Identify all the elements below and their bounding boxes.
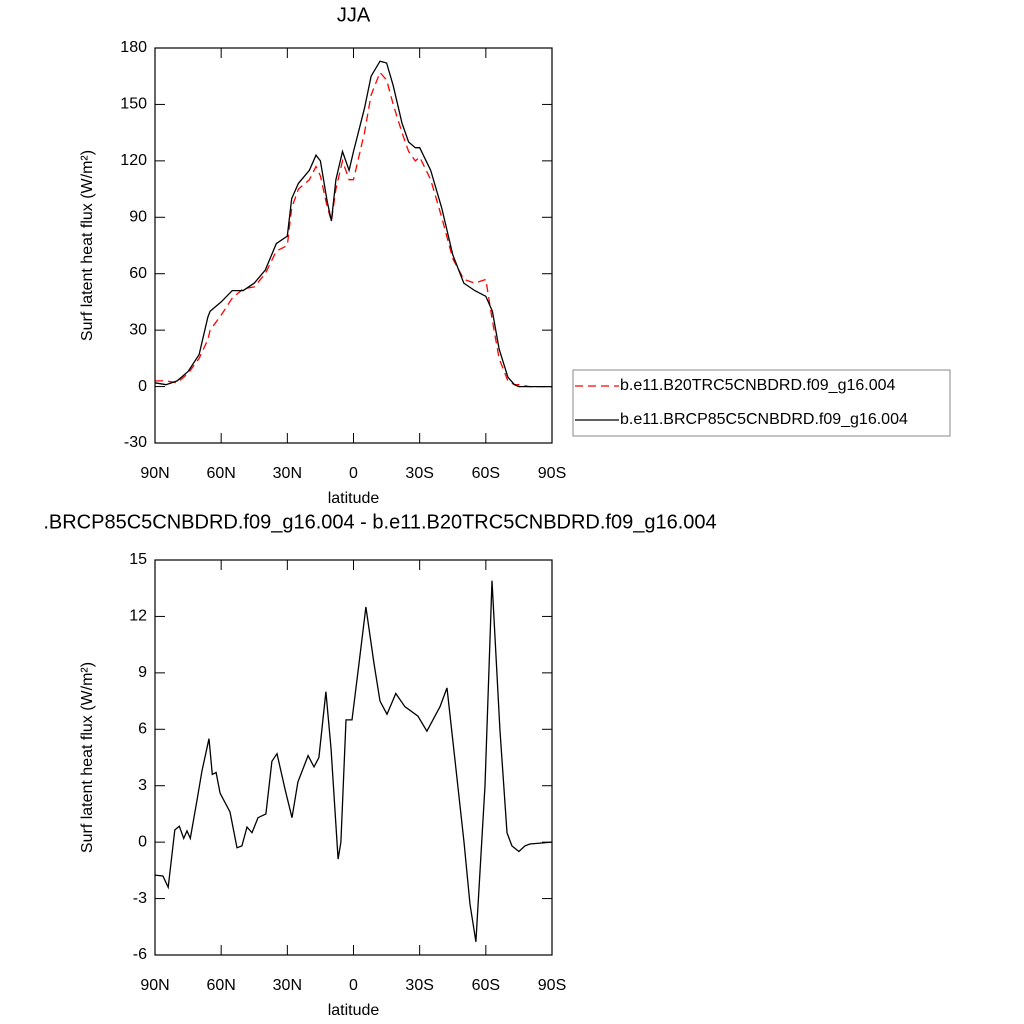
- x-tick-label: 90N: [140, 465, 169, 482]
- legend-label: b.e11.B20TRC5CNBDRD.f09_g16.004: [620, 377, 896, 394]
- data-line: [154, 580, 553, 942]
- y-tick-label: 9: [138, 664, 147, 681]
- x-tick-label: 90S: [538, 977, 566, 994]
- plot-frame: [154, 47, 553, 444]
- y-tick-label: 15: [129, 551, 147, 568]
- y-tick-label: 90: [129, 209, 147, 226]
- y-axis-label: Surf latent heat flux (W/m²): [79, 662, 96, 853]
- y-tick-label: -6: [133, 946, 147, 963]
- x-tick-label: 90N: [140, 977, 169, 994]
- x-tick-label: 0: [349, 977, 358, 994]
- y-tick-label: 180: [120, 39, 147, 56]
- data-line: [155, 71, 552, 388]
- x-tick-label: 60S: [472, 465, 500, 482]
- x-tick-label: 30N: [273, 465, 302, 482]
- x-tick-label: 90S: [538, 465, 566, 482]
- y-tick-label: 150: [120, 96, 147, 113]
- x-tick-label: 0: [349, 465, 358, 482]
- y-tick-label: 60: [129, 265, 147, 282]
- data-line: [154, 60, 552, 388]
- legend-box: [572, 369, 951, 437]
- plot-frame: [154, 559, 553, 956]
- chart-title: JJA: [337, 4, 371, 26]
- y-tick-label: -30: [124, 434, 147, 451]
- x-axis-label: latitude: [328, 490, 380, 507]
- x-tick-label: 60N: [206, 977, 235, 994]
- x-axis-label: latitude: [328, 1002, 380, 1019]
- x-tick-label: 30N: [273, 977, 302, 994]
- y-tick-label: 3: [138, 777, 147, 794]
- y-tick-label: -3: [133, 890, 147, 907]
- chart-title: .BRCP85C5CNBDRD.f09_g16.004 - b.e11.B20T…: [43, 511, 716, 533]
- y-tick-label: 6: [138, 721, 147, 738]
- x-tick-label: 60N: [206, 465, 235, 482]
- y-tick-label: 12: [129, 608, 147, 625]
- x-tick-label: 60S: [472, 977, 500, 994]
- x-tick-label: 30S: [405, 465, 433, 482]
- y-tick-label: 0: [138, 833, 147, 850]
- y-tick-label: 120: [120, 152, 147, 169]
- y-tick-label: 30: [129, 321, 147, 338]
- y-tick-label: 0: [138, 378, 147, 395]
- x-tick-label: 30S: [405, 977, 433, 994]
- y-axis-label: Surf latent heat flux (W/m²): [79, 150, 96, 341]
- legend-label: b.e11.BRCP85C5CNBDRD.f09_g16.004: [620, 411, 908, 428]
